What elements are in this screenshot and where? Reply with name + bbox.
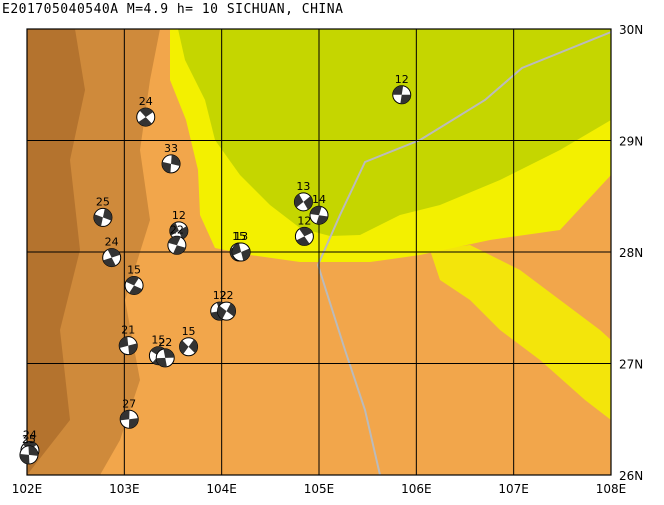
focal-mechanism-beachball [155, 348, 175, 368]
longitude-label: 104E [206, 482, 237, 496]
longitude-label: 103E [109, 482, 140, 496]
focal-mechanism-beachball [102, 248, 122, 268]
event-depth-label: 22 [220, 289, 234, 302]
latitude-label: 29N [619, 135, 643, 149]
river-line [316, 31, 611, 475]
focal-mechanism-beachball [293, 192, 313, 212]
event-depth-label: 21 [121, 324, 135, 337]
basin-lowland [178, 29, 611, 236]
focal-mechanism-beachball [167, 235, 187, 255]
longitude-label: 108E [596, 482, 627, 496]
focal-mechanism-beachball [136, 107, 156, 127]
focal-mechanism-beachball [309, 205, 329, 225]
latitude-label: 27N [619, 358, 643, 372]
focal-mechanism-beachball [19, 445, 39, 465]
event-depth-label: 27 [122, 397, 136, 410]
latitude-label: 26N [619, 469, 643, 483]
map-frame [26, 28, 612, 476]
event-depth-label: 13 [234, 230, 248, 243]
latitude-labels: 30N 29N 28N 27N 26N [619, 23, 643, 483]
longitude-labels: 102E 103E 104E 105E 106E 107E 108E [12, 482, 627, 496]
latitude-label: 28N [619, 246, 643, 260]
event-depth-label: 25 [96, 195, 110, 208]
event-depth-label: 13 [296, 180, 310, 193]
event-depth-label: 12 [297, 214, 311, 227]
longitude-label: 107E [498, 482, 529, 496]
event-depth-label: 12 [395, 73, 409, 86]
event-depth-label: 22 [170, 223, 184, 236]
event-depth-label: 33 [164, 142, 178, 155]
event-depth-label: 15 [127, 263, 141, 276]
longitude-label: 102E [12, 482, 43, 496]
focal-mechanism-beachball [161, 154, 181, 174]
event-depth-label: 22 [158, 336, 172, 349]
focal-mechanism-beachball [294, 226, 314, 246]
event-depth-label: 24 [139, 95, 153, 108]
yellow-ridges [430, 245, 611, 420]
event-depth-label: 15 [182, 325, 196, 338]
event-depth-label: 12 [172, 209, 186, 222]
longitude-label: 106E [401, 482, 432, 496]
map-title: E201705040540A M=4.9 h= 10 SICHUAN, CHIN… [2, 2, 344, 17]
focal-mechanism-beachball [231, 242, 251, 262]
event-depth-label: 14 [312, 193, 326, 206]
focal-mechanism-beachball [392, 85, 412, 105]
focal-mechanism-beachball [93, 207, 113, 227]
event-depth-label: 15 [232, 230, 246, 243]
event-depth-label: 15 [151, 334, 165, 347]
focal-mechanism-beachball [179, 337, 199, 357]
focal-mechanism-beachball [217, 301, 237, 321]
event-depth-label: 12 [213, 289, 227, 302]
longitude-label: 105E [304, 482, 335, 496]
focal-mechanism-beachball [119, 409, 139, 429]
focal-mechanism-beachball [169, 221, 189, 241]
event-depth-label: 24 [105, 236, 119, 249]
event-depth-label: 24 [23, 428, 37, 441]
focal-mechanism-beachball [124, 275, 144, 295]
focal-mechanism-beachball [118, 336, 138, 356]
latitude-label: 30N [619, 23, 643, 37]
event-depth-label: 25 [22, 433, 36, 446]
grid-lines [27, 29, 611, 475]
